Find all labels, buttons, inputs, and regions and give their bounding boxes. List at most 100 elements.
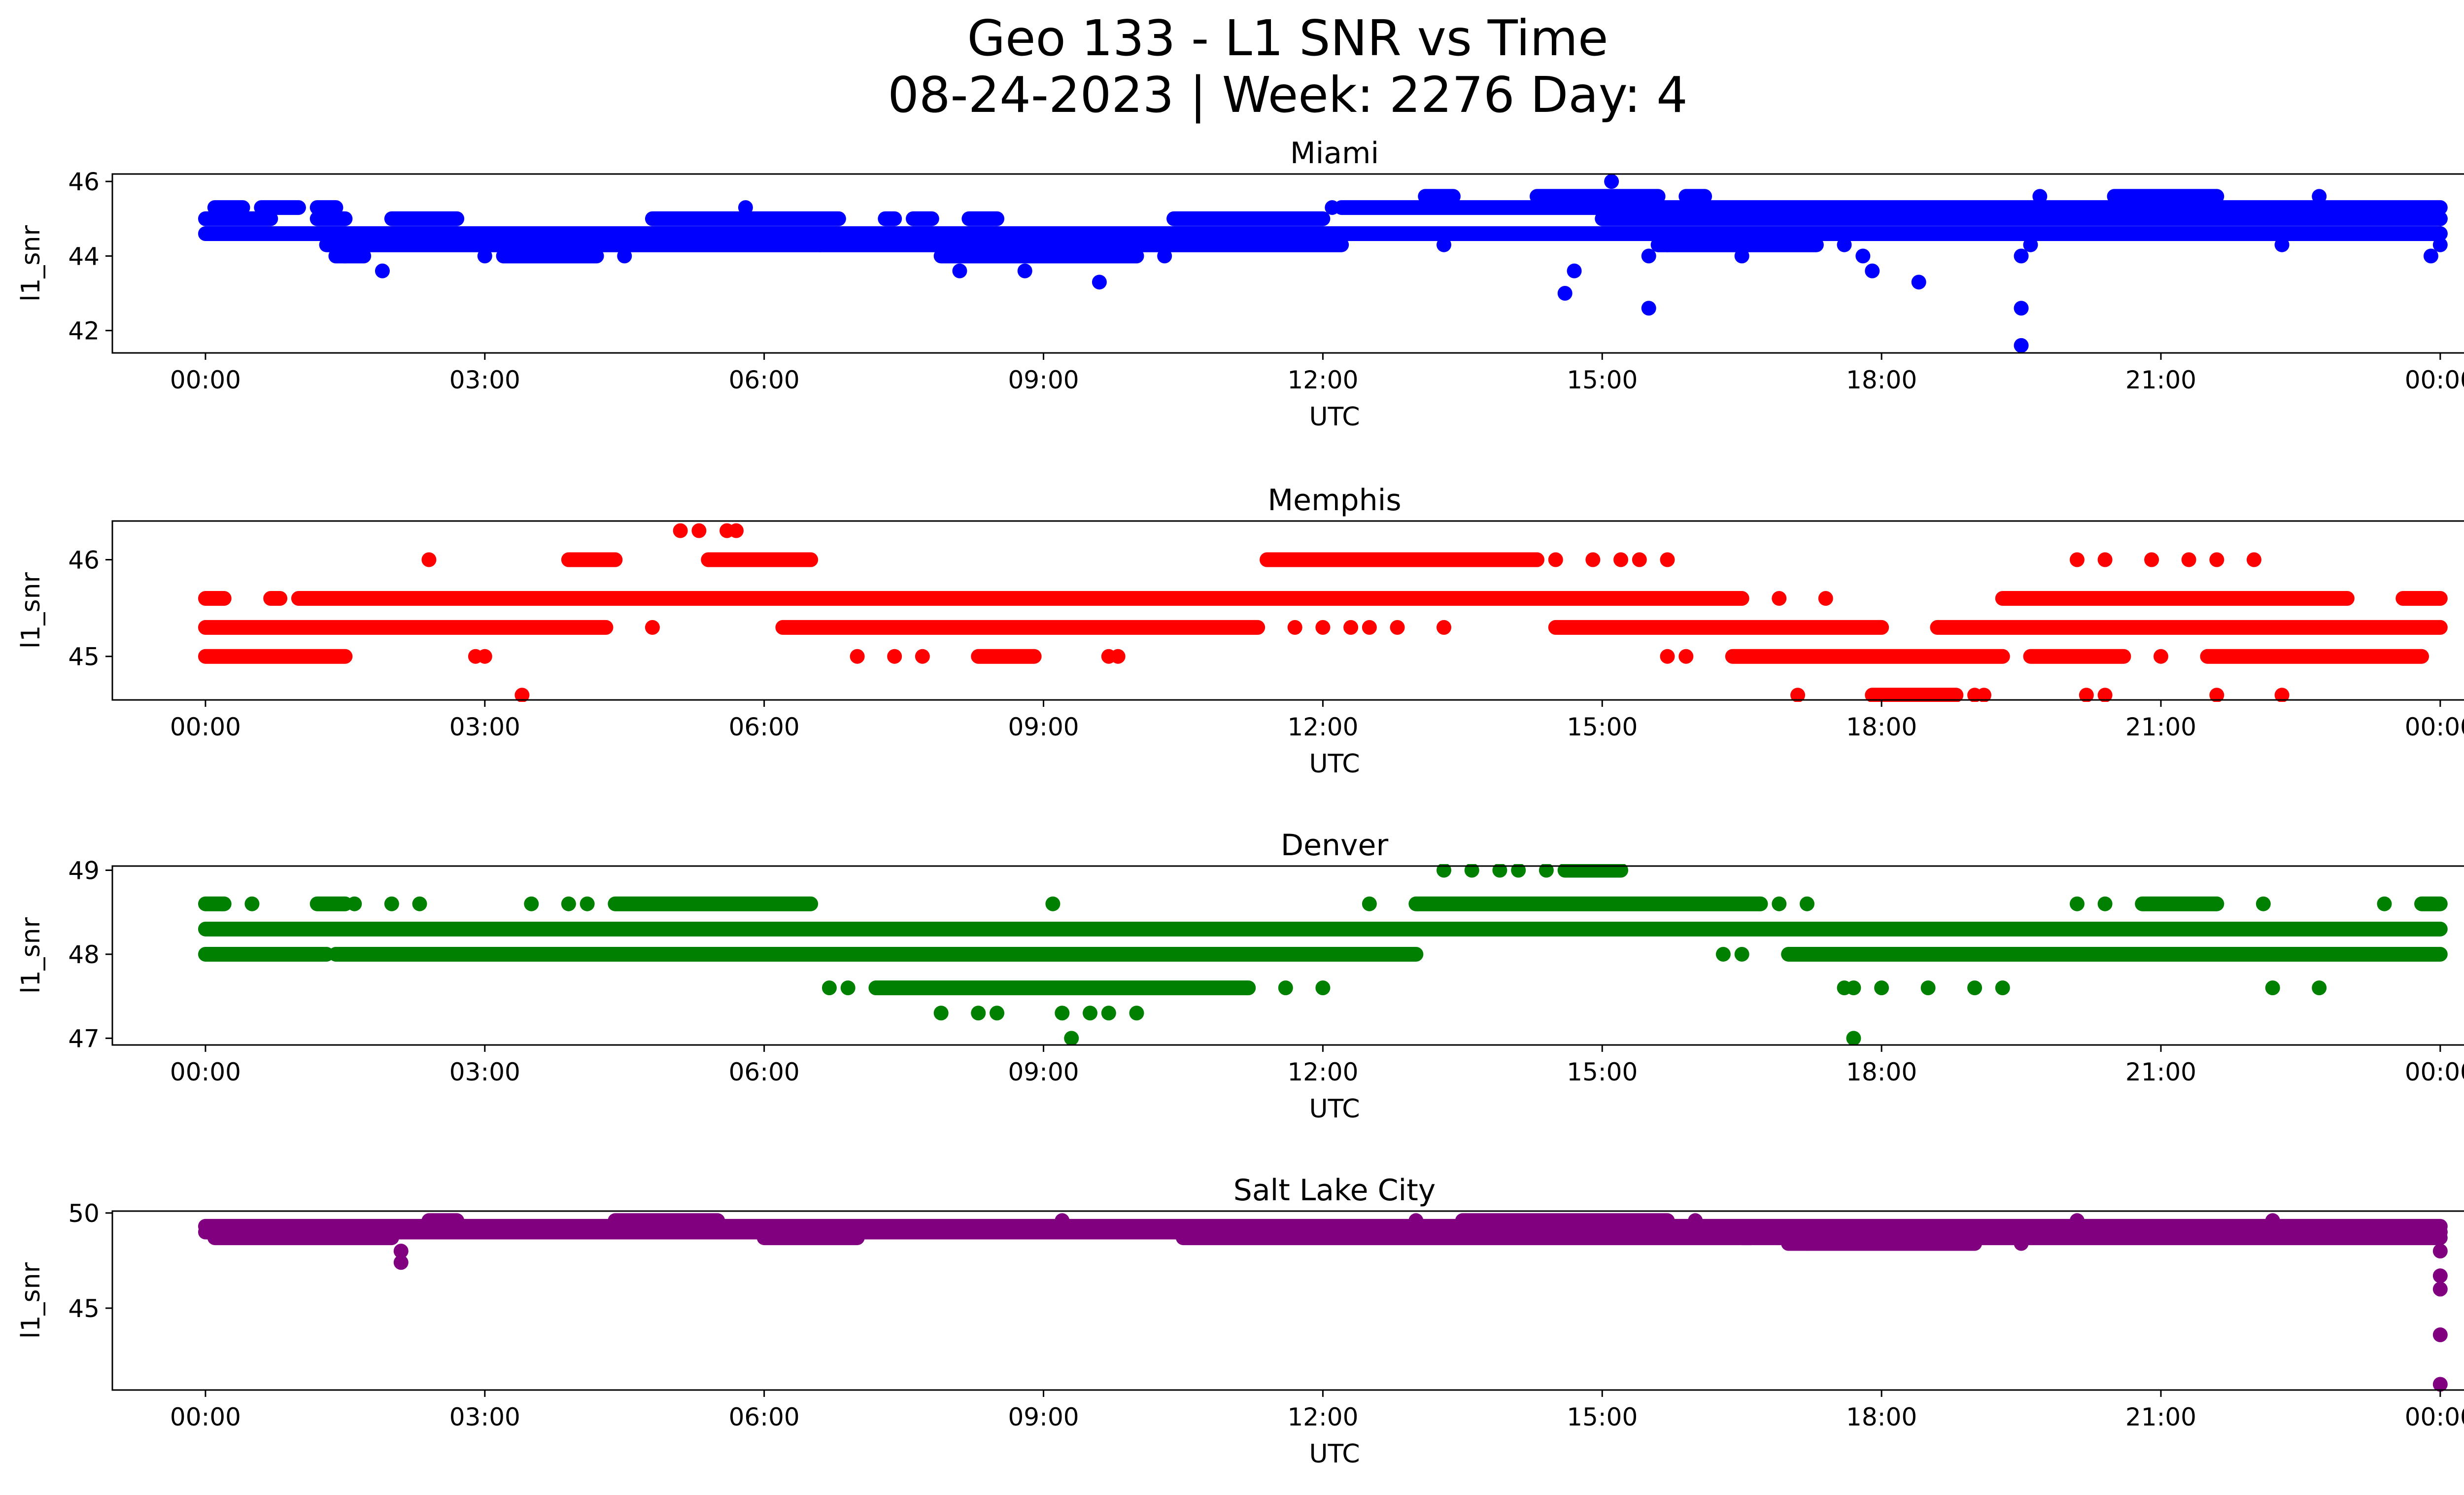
x-tick-label: 00:00 [170,366,241,394]
data-point [2181,552,2196,567]
data-point [1539,864,1554,878]
data-point [2014,248,2029,264]
data-point [393,1244,409,1259]
data-point [1325,200,1340,215]
data-point [1846,1031,1861,1046]
data-point [2079,688,2094,702]
data-point [1278,980,1293,996]
data-point [2432,1268,2448,1284]
subplot-3: Denver 00:00 03:00 06:00 09:00 12:00 15:00 18:0… [16,828,2464,1124]
data-point [1790,688,1806,702]
data-point [1437,620,1452,635]
x-tick-label: 00:00 [170,1403,241,1431]
data-point [393,1255,409,1270]
data-point [1315,980,1331,996]
x-axis-label: UTC [1309,1094,1360,1124]
x-tick-label: 06:00 [729,1403,800,1431]
y-tick-label: 47 [68,1024,100,1053]
data-point [1362,620,1377,635]
data-point [2432,1377,2448,1392]
data-point [1818,591,1833,606]
data-point [1688,1213,1703,1228]
data-point [2423,248,2438,264]
subplot-2: Memphis 00:00 03:00 06:00 09:00 12:00 15:00 18:… [16,483,2464,779]
y-tick-label: 49 [68,857,100,885]
data-point [1157,248,1172,264]
data-point [2069,552,2085,567]
data-point [2312,980,2327,996]
x-tick-label: 18:00 [1846,366,1917,394]
data-point [2246,552,2261,567]
data-point [1557,286,1573,301]
x-tick-label: 03:00 [449,1058,520,1086]
data-point [412,896,427,911]
y-tick-label: 46 [68,168,100,196]
data-point [840,980,856,996]
data-point [2014,1236,2029,1251]
axes-frame [111,1210,2464,1391]
data-point [1287,620,1302,635]
data-point [1129,1006,1144,1021]
data-point [1799,896,1814,911]
data-point [384,896,399,911]
data-point [728,523,744,538]
data-point [2209,552,2224,567]
data-point [1734,248,1749,264]
data-point [850,649,865,664]
y-tick-label: 45 [68,643,100,671]
data-point [2097,896,2113,911]
data-point [1604,174,1619,189]
data-point [2014,301,2029,316]
data-point [1632,552,1647,567]
data-point [1390,620,1405,635]
data-point [1920,980,1936,996]
data-point [2069,1213,2085,1228]
axes-frame [111,865,2464,1046]
x-tick-label: 21:00 [2125,1058,2196,1086]
x-tick-label: 12:00 [1287,1403,1358,1431]
data-point [2144,552,2159,567]
scatter-series [198,864,2448,1046]
data-point [1781,226,1796,241]
data-point [2069,896,2085,911]
subplot-title: Denver [1281,828,1389,863]
x-tick-label: 09:00 [1008,366,1079,394]
figure-title-line2: 08-24-2023 | Week: 2276 Day: 4 [888,66,1688,124]
data-point [1846,980,1861,996]
data-point [645,620,660,635]
subplot-title: Salt Lake City [1233,1173,1436,1208]
data-point [2265,1213,2280,1228]
data-point [1511,864,1526,878]
data-point [2432,1327,2448,1343]
x-tick-label: 12:00 [1287,1058,1358,1086]
x-tick-label: 03:00 [449,366,520,394]
data-point [1343,620,1359,635]
x-tick-label: 12:00 [1287,713,1358,741]
data-point [1660,552,1675,567]
x-tick-label: 06:00 [729,366,800,394]
x-tick-label: 00:00 [2405,1058,2464,1086]
data-point [2023,237,2038,252]
x-tick-label: 00:00 [170,713,241,741]
y-tick-label: 44 [68,242,100,271]
data-point [1976,688,1991,702]
data-point [1437,864,1452,878]
data-point [1362,896,1377,911]
data-point [1045,896,1061,911]
data-point [1110,649,1126,664]
data-point [738,200,753,215]
y-tick-label: 48 [68,940,100,969]
data-point [347,896,362,911]
data-point [2377,896,2392,911]
data-point [2274,237,2290,252]
data-point [2432,1224,2448,1240]
data-point [524,896,539,911]
x-tick-label: 15:00 [1567,1058,1638,1086]
data-point [477,649,492,664]
data-point [375,263,390,278]
data-point [2256,896,2271,911]
data-point [1315,620,1331,635]
data-point [1585,552,1601,567]
x-tick-label: 09:00 [1008,713,1079,741]
